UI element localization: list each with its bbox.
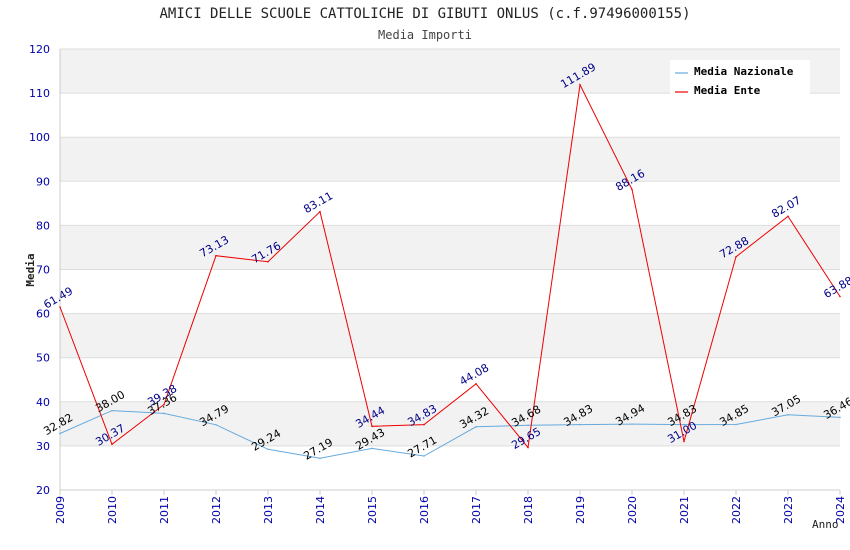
data-point [839, 295, 841, 298]
legend: Media Nazionale Media Ente [670, 60, 810, 98]
data-point [735, 423, 737, 426]
x-axis-ticks: 2009 2010 2011 2012 2013 2014 2015 2016 2017 2018… [54, 490, 847, 524]
y-axis-ticks: 20 30 40 50 60 70 80 90 100 110 120 [29, 43, 50, 497]
y-tick-label: 40 [36, 396, 50, 409]
data-point [475, 426, 477, 428]
data-point [683, 440, 685, 443]
data-point [579, 83, 581, 86]
data-point [683, 423, 685, 426]
x-tick-label: 2012 [210, 496, 223, 524]
data-point [423, 423, 425, 426]
data-point [319, 457, 321, 460]
y-tick-label: 90 [36, 175, 50, 188]
x-tick-label: 2011 [158, 496, 171, 524]
legend-box [670, 60, 810, 98]
x-tick-label: 2024 [834, 496, 847, 524]
series-lines [59, 83, 841, 460]
y-tick-label: 120 [29, 43, 50, 56]
x-tick-label: 2017 [470, 496, 483, 524]
data-point [527, 446, 529, 449]
data-point [267, 448, 269, 451]
y-tick-label: 110 [29, 87, 50, 100]
x-tick-label: 2015 [366, 496, 379, 524]
x-tick-label: 2019 [574, 496, 587, 524]
series-line-0 [59, 410, 841, 459]
y-tick-label: 30 [36, 440, 50, 453]
x-tick-label: 2016 [418, 496, 431, 524]
data-point [163, 403, 165, 406]
data-point [111, 443, 113, 446]
y-axis-label: Media [24, 253, 37, 286]
y-tick-label: 70 [36, 264, 50, 277]
chart-subtitle: Media Importi [378, 28, 472, 42]
y-tick-label: 80 [36, 219, 50, 232]
legend-label-nazionale: Media Nazionale [694, 65, 794, 78]
data-point [111, 409, 113, 412]
y-tick-label: 60 [36, 308, 50, 321]
x-tick-label: 2013 [262, 496, 275, 524]
data-point [267, 260, 269, 263]
data-point [215, 423, 217, 426]
chart-title: AMICI DELLE SCUOLE CATTOLICHE DI GIBUTI … [159, 6, 690, 22]
y-tick-label: 50 [36, 352, 50, 365]
grid-band [60, 401, 840, 446]
x-tick-label: 2014 [314, 496, 327, 524]
grid-band [60, 313, 840, 358]
x-axis-label: Anno [812, 518, 839, 531]
data-point [215, 254, 217, 257]
x-tick-label: 2023 [782, 496, 795, 524]
data-point [59, 432, 61, 435]
data-point [371, 447, 373, 450]
data-point [579, 423, 581, 426]
x-tick-label: 2010 [106, 496, 119, 524]
data-point [423, 455, 425, 457]
data-point [319, 210, 321, 213]
x-tick-label: 2020 [626, 496, 639, 524]
y-tick-label: 100 [29, 131, 50, 144]
grid-band [60, 225, 840, 270]
series-line-1 [59, 83, 841, 449]
x-tick-label: 2021 [678, 496, 691, 524]
y-tick-label: 20 [36, 484, 50, 497]
data-point [631, 423, 633, 425]
data-point [475, 383, 477, 385]
data-point [371, 425, 373, 428]
data-point [839, 416, 841, 419]
grid-band [60, 137, 840, 182]
x-tick-label: 2009 [54, 496, 67, 524]
data-point [163, 412, 165, 415]
x-tick-label: 2018 [522, 496, 535, 524]
grid-lines [59, 48, 840, 491]
legend-label-ente: Media Ente [694, 84, 761, 97]
data-point [59, 306, 61, 308]
data-point [787, 215, 789, 218]
data-point [527, 424, 529, 427]
data-point [787, 414, 789, 416]
data-point [631, 188, 633, 191]
x-tick-label: 2022 [730, 496, 743, 524]
data-point [735, 255, 737, 258]
